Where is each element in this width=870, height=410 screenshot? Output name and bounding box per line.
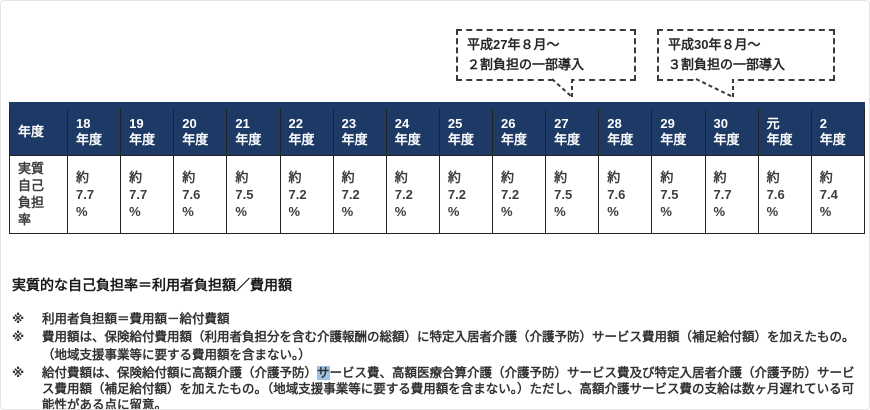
rate-value-cell: 約 7.7% bbox=[704, 155, 759, 234]
self-burden-rate-table: 年度 18 年度 19 年度 20 年度 21 年度 22 年度 23 年度 24 年度 25… bbox=[9, 102, 866, 234]
callout-h27-copay: 平成27年８月～ ２割負担の一部導入 bbox=[456, 29, 636, 98]
rate-value-cell: 約 7.5% bbox=[545, 155, 600, 234]
row-label-cell: 実質 自己 負担 率 bbox=[9, 155, 68, 234]
table-header-row: 年度 18 年度 19 年度 20 年度 21 年度 22 年度 23 年度 24 年度 25… bbox=[9, 105, 866, 156]
rate-value-cell: 約 7.7% bbox=[120, 155, 175, 234]
callout-line1: 平成30年８月～ bbox=[668, 37, 761, 52]
highlighted-text: サ bbox=[317, 366, 330, 380]
rate-value-cell: 約 7.6% bbox=[598, 155, 653, 234]
year-header-cell: 24 年度 bbox=[385, 105, 440, 156]
rate-value-cell: 約 7.7% bbox=[66, 155, 122, 234]
rate-value-cell: 約 7.2% bbox=[438, 155, 494, 234]
callout-line2: ３割負担の一部導入 bbox=[668, 57, 786, 72]
year-header-cell: 30 年度 bbox=[704, 105, 759, 156]
rate-value-cell: 約 7.2% bbox=[491, 155, 547, 234]
rate-value-cell: 約 7.6% bbox=[173, 155, 228, 234]
rate-value-cell: 約 7.2% bbox=[385, 155, 440, 234]
rate-value-cell: 約 7.5% bbox=[226, 155, 281, 234]
year-header-cell: 19 年度 bbox=[120, 105, 175, 156]
year-header-cell: 25 年度 bbox=[438, 105, 494, 156]
year-header-cell: 18 年度 bbox=[66, 105, 122, 156]
year-header-cell: 22 年度 bbox=[279, 105, 334, 156]
table-value-row: 実質 自己 負担 率 約 7.7% 約 7.7% 約 7.6% 約 7.5% 約 7.2%… bbox=[9, 155, 866, 234]
note-marker: ※ bbox=[12, 330, 25, 344]
year-header-cell: 26 年度 bbox=[491, 105, 547, 156]
rate-value-cell: 約 7.5% bbox=[651, 155, 706, 234]
corner-header-cell: 年度 bbox=[9, 105, 68, 156]
footnote-cost-amount: ※ 費用額は、保険給付費用額（利用者負担分を含む介護報酬の総額）に特定入居者介護（… bbox=[12, 330, 855, 344]
footnote-benefit-amount: ※ 給付費額は、保険給付額に高額介護（介護予防）サービス費、高額医療合算介護（介護… bbox=[12, 366, 855, 410]
year-header-cell: 2 年度 bbox=[810, 105, 866, 156]
callout-h30-copay: 平成30年８月～ ３割負担の一部導入 bbox=[657, 29, 835, 98]
rate-value-cell: 約 7.4% bbox=[810, 155, 866, 234]
year-header-cell: 27 年度 bbox=[545, 105, 600, 156]
speech-tail-icon bbox=[695, 78, 734, 98]
rate-value-cell: 約 7.6% bbox=[757, 155, 812, 234]
year-header-cell: 28 年度 bbox=[598, 105, 653, 156]
rate-value-cell: 約 7.2% bbox=[332, 155, 387, 234]
footnote-user-burden: ※ 利用者負担額＝費用額－給付費額 bbox=[12, 312, 230, 326]
year-header-cell: 元年度 bbox=[757, 105, 812, 156]
footnotes-section: 実質的な自己負担率＝利用者負担額／費用額 ※ 利用者負担額＝費用額－給付費額 ※ 費… bbox=[12, 275, 862, 410]
speech-tail-icon bbox=[551, 78, 573, 98]
year-header-cell: 23 年度 bbox=[332, 105, 387, 156]
note-marker: ※ bbox=[12, 366, 25, 380]
footnote-cost-amount-cont: （地域支援事業等に要する費用額を含まない。） bbox=[42, 348, 311, 362]
year-header-cell: 20 年度 bbox=[173, 105, 228, 156]
note-marker: ※ bbox=[12, 312, 25, 326]
callout-line2: ２割負担の一部導入 bbox=[467, 57, 585, 72]
year-header-cell: 29 年度 bbox=[651, 105, 706, 156]
year-header-cell: 21 年度 bbox=[226, 105, 281, 156]
formula-title: 実質的な自己負担率＝利用者負担額／費用額 bbox=[12, 277, 292, 293]
rate-value-cell: 約 7.2% bbox=[279, 155, 334, 234]
callout-line1: 平成27年８月～ bbox=[467, 37, 560, 52]
